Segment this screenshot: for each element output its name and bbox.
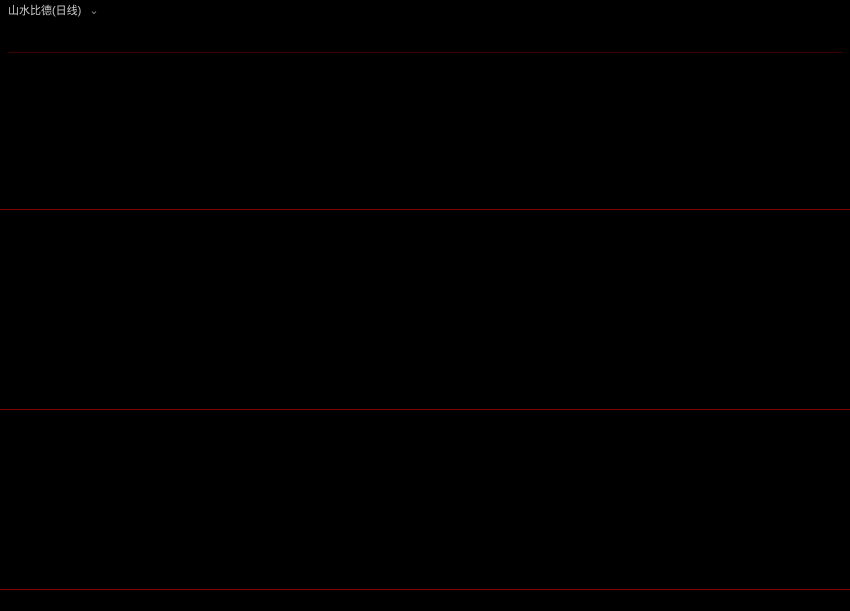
dropdown-icon[interactable]: ⌄: [89, 4, 98, 17]
tag-row: [0, 191, 850, 207]
candle-header: 山水比德(日线) ⌄: [8, 2, 107, 18]
indicator-chart[interactable]: [0, 210, 850, 410]
volume-chart[interactable]: [0, 410, 850, 590]
volume-panel[interactable]: [0, 410, 850, 590]
candle-chart[interactable]: [0, 0, 850, 210]
stock-title: 山水比德(日线): [8, 2, 81, 18]
indicator-panel[interactable]: [0, 210, 850, 410]
candlestick-panel[interactable]: 山水比德(日线) ⌄: [0, 0, 850, 210]
